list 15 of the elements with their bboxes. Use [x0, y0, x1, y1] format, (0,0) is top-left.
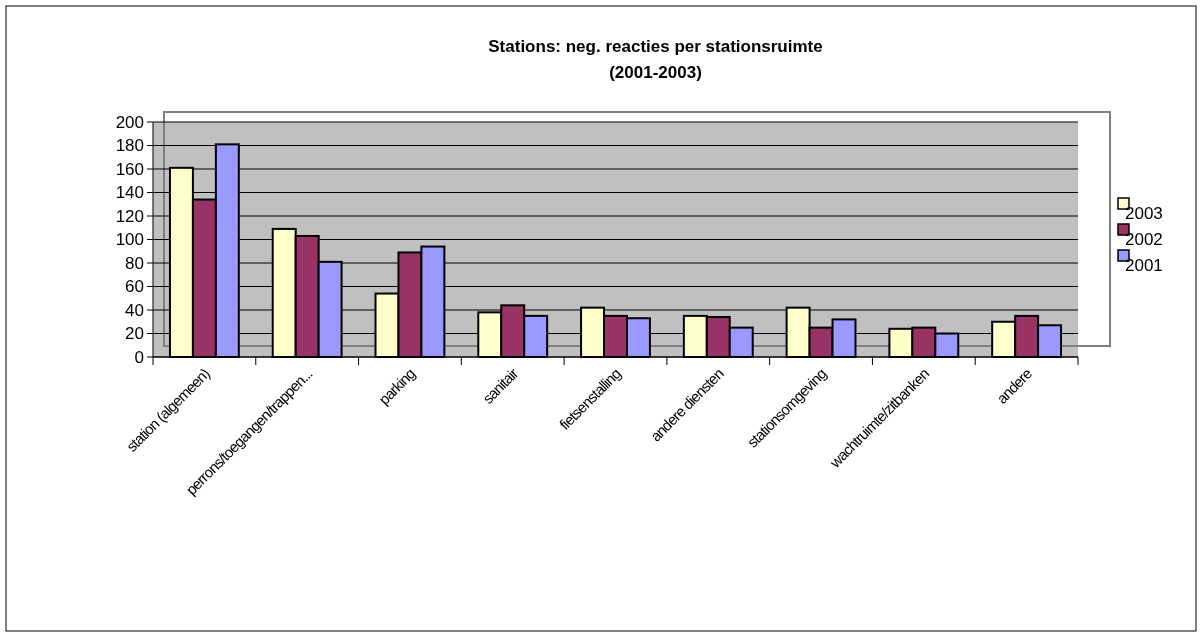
y-tick-label: 100 [115, 230, 144, 250]
y-tick-label: 120 [115, 206, 144, 226]
y-tick-label: 0 [134, 347, 144, 367]
y-tick-label: 80 [125, 253, 144, 273]
legend-label: 2003 [1125, 204, 1163, 223]
y-tick-label: 20 [125, 324, 144, 344]
y-tick-label: 180 [115, 136, 144, 156]
legend-label: 2002 [1125, 230, 1163, 249]
chart-title: Stations: neg. reacties per stationsruimte (2001-2003) [488, 37, 823, 82]
y-tick-label: 140 [115, 183, 144, 203]
y-tick-label: 40 [125, 300, 144, 320]
y-tick-label: 60 [125, 277, 144, 297]
legend-label: 2001 [1125, 256, 1163, 275]
y-tick-label: 200 [115, 112, 144, 132]
y-tick-label: 160 [115, 159, 144, 179]
